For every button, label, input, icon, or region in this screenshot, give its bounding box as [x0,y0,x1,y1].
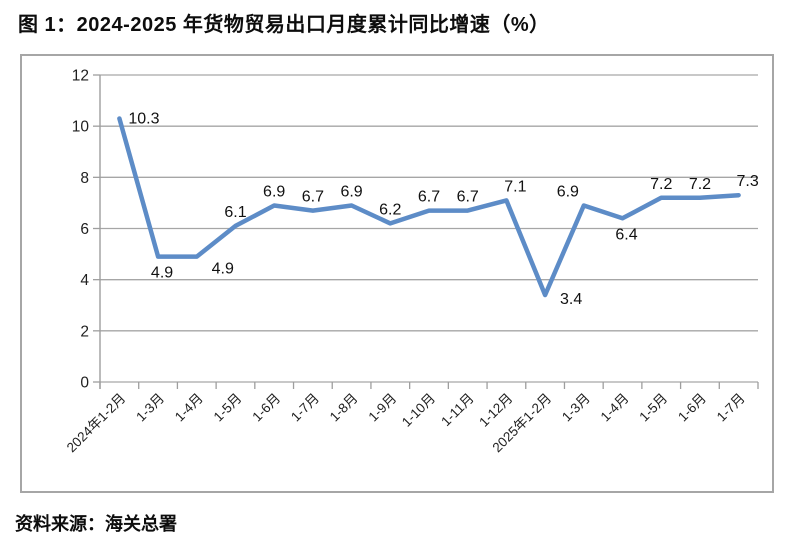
data-label: 6.1 [224,204,246,221]
data-label: 7.2 [689,176,711,193]
x-axis-label: 1-8月 [327,391,361,425]
x-axis-label: 1-6月 [249,391,283,425]
y-axis-label: 0 [80,375,89,392]
data-label: 6.4 [615,226,637,243]
x-axis-label: 1-10月 [399,391,438,430]
x-axis-label: 1-5月 [211,391,245,425]
data-label: 7.2 [650,176,672,193]
y-axis-label: 12 [72,68,89,85]
y-axis-label: 8 [80,170,89,187]
y-axis-label: 6 [80,221,89,238]
x-axis-label: 1-6月 [675,391,709,425]
data-label: 6.9 [557,183,579,200]
x-axis-label: 1-3月 [559,391,593,425]
data-label: 7.3 [737,173,759,190]
x-axis-label: 1-9月 [365,391,399,425]
x-axis-label: 1-7月 [714,391,748,425]
chart-title: 图 1：2024-2025 年货物贸易出口月度累计同比增速（%） [18,14,550,36]
x-axis-label: 1-7月 [288,391,322,425]
data-label: 4.9 [151,265,173,282]
series-line [117,116,741,298]
data-label: 7.1 [504,178,526,195]
data-label: 6.2 [379,201,401,218]
data-label: 10.3 [128,110,159,127]
data-label: 3.4 [560,291,582,308]
data-label: 6.7 [457,189,479,206]
x-axis-label: 1-5月 [636,391,670,425]
y-axis-label: 4 [80,272,89,289]
data-label: 6.7 [418,189,440,206]
data-label: 4.9 [212,261,234,278]
x-axis-label: 1-11月 [438,391,477,430]
x-axis-label: 1-3月 [133,391,167,425]
data-label: 6.7 [302,189,324,206]
y-axis-label: 10 [72,119,90,136]
y-axis-label: 2 [80,323,89,340]
source-note: 资料来源：海关总署 [15,514,177,534]
data-label: 6.9 [340,183,362,200]
data-label: 6.9 [263,183,285,200]
x-axis-label: 2024年1-2月 [64,391,129,456]
x-axis-label: 1-4月 [172,391,206,425]
x-axis-label: 1-4月 [598,391,632,425]
chart-frame: 0 2 4 6 8 10 12 2024年1-2月 1-3月 1-4月 1-5月 1-6月 1-7月 1-… [20,54,774,493]
